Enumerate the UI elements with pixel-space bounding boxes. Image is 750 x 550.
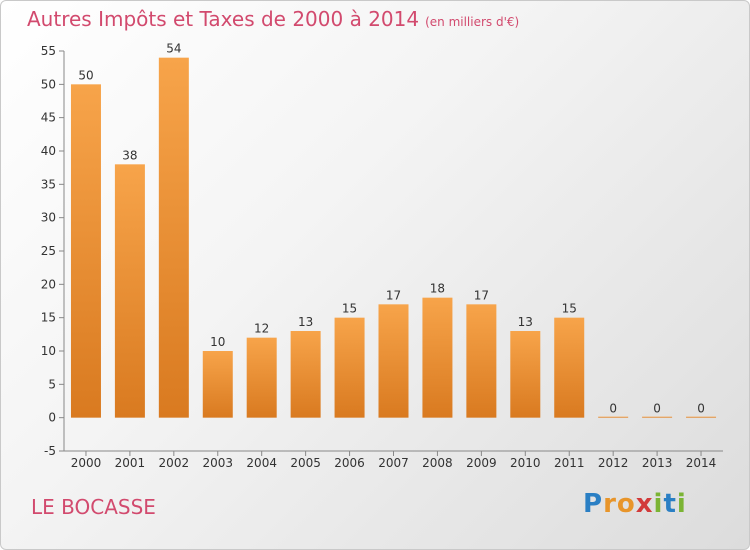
bar <box>686 416 717 418</box>
bar-value-label: 12 <box>254 322 269 336</box>
bar-value-label: 50 <box>78 68 93 82</box>
y-tick-label: 55 <box>41 44 56 58</box>
title-unit: (en milliers d'€) <box>425 15 520 29</box>
y-tick-label: 30 <box>41 211 56 225</box>
bar-value-label: 10 <box>210 335 225 349</box>
x-tick-label: 2006 <box>334 456 365 470</box>
y-tick-label: -5 <box>44 444 56 458</box>
x-tick-label: 2013 <box>642 456 673 470</box>
bar-value-label: 18 <box>430 282 445 296</box>
title-text: Autres Impôts et Taxes de 2000 à 2014 <box>27 7 420 31</box>
y-tick-label: 5 <box>48 377 56 391</box>
x-tick-label: 2007 <box>378 456 409 470</box>
logo-letter: P <box>583 489 604 519</box>
x-tick-label: 2003 <box>202 456 233 470</box>
y-tick-label: 20 <box>41 277 56 291</box>
bar-value-label: 17 <box>474 288 489 302</box>
x-tick-label: 2004 <box>246 456 277 470</box>
y-tick-label: 40 <box>41 144 56 158</box>
bar-value-label: 0 <box>697 402 705 416</box>
x-tick-label: 2005 <box>290 456 321 470</box>
y-tick-label: 45 <box>41 111 56 125</box>
bar <box>466 304 497 418</box>
y-tick-label: 15 <box>41 311 56 325</box>
bar <box>554 317 585 418</box>
bar <box>598 416 629 418</box>
bar <box>158 57 189 418</box>
x-tick-label: 2002 <box>159 456 190 470</box>
bar <box>510 331 541 418</box>
bar-value-label: 17 <box>386 288 401 302</box>
y-tick-label: 35 <box>41 177 56 191</box>
bar-value-label: 13 <box>518 315 533 329</box>
logo-letter: i <box>676 489 687 519</box>
x-tick-label: 2012 <box>598 456 629 470</box>
logo-letter: t <box>663 489 677 519</box>
bar <box>290 331 321 418</box>
chart-title: Autres Impôts et Taxes de 2000 à 2014 (en… <box>27 7 519 31</box>
y-tick-label: 25 <box>41 244 56 258</box>
y-tick-label: 10 <box>41 344 56 358</box>
logo-letter: i <box>653 489 664 519</box>
x-tick-label: 2008 <box>422 456 453 470</box>
x-tick-label: 2010 <box>510 456 541 470</box>
bar <box>70 84 101 418</box>
bar <box>334 317 365 418</box>
bar-value-label: 15 <box>342 302 357 316</box>
bar <box>114 164 145 418</box>
logo-letter: o <box>616 489 636 519</box>
bar-value-label: 0 <box>653 402 661 416</box>
bar-value-label: 0 <box>609 402 617 416</box>
bar <box>422 297 453 418</box>
bar-value-label: 38 <box>122 148 137 162</box>
x-tick-label: 2011 <box>554 456 585 470</box>
bar-value-label: 15 <box>562 302 577 316</box>
bar <box>642 416 673 418</box>
bar <box>378 304 409 418</box>
logo-letter: x <box>635 489 654 519</box>
x-tick-label: 2014 <box>686 456 717 470</box>
bar-value-label: 13 <box>298 315 313 329</box>
y-tick-label: 50 <box>41 77 56 91</box>
bar <box>246 337 277 418</box>
y-tick-label: 0 <box>48 411 56 425</box>
bar <box>202 351 233 418</box>
proxiti-logo[interactable]: Proxiti <box>583 489 687 519</box>
x-tick-label: 2001 <box>115 456 146 470</box>
x-tick-label: 2009 <box>466 456 497 470</box>
logo-letter: r <box>603 489 617 519</box>
bar-value-label: 54 <box>166 42 181 56</box>
x-tick-label: 2000 <box>71 456 102 470</box>
commune-name: LE BOCASSE <box>31 495 156 519</box>
